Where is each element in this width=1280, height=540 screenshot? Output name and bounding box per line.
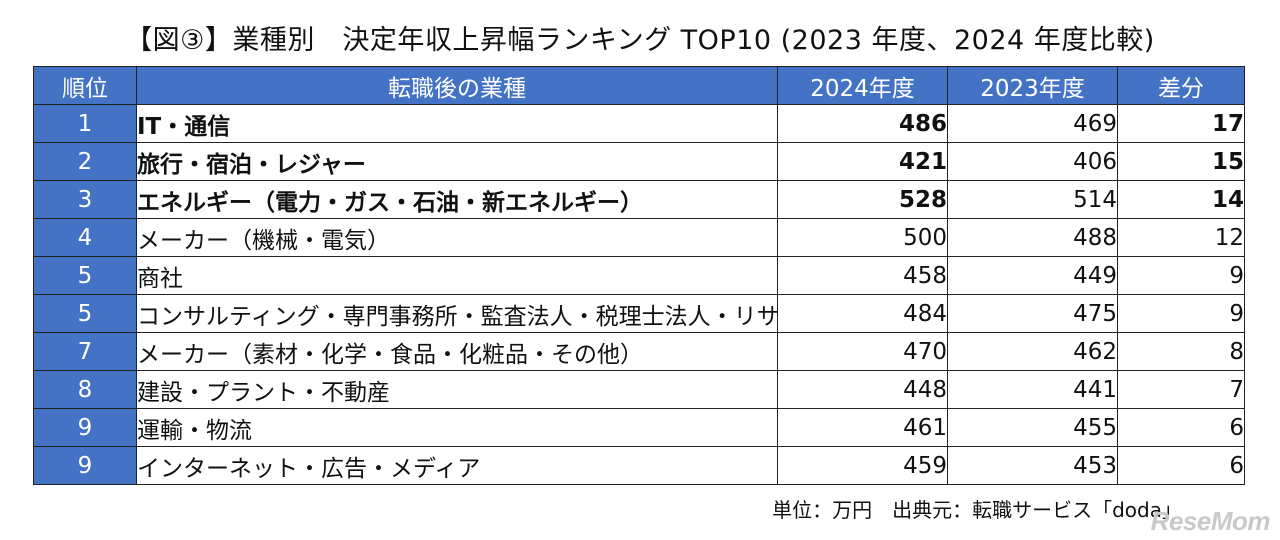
- diff-cell: 17: [1117, 104, 1245, 143]
- value-2023-cell: 455: [947, 408, 1118, 447]
- rank-cell: 5: [33, 256, 137, 295]
- rank-cell: 2: [33, 142, 137, 181]
- industry-cell: メーカー（素材・化学・食品・化粧品・その他）: [136, 332, 778, 371]
- value-2024-cell: 461: [777, 408, 948, 447]
- industry-cell: 商社: [136, 256, 778, 295]
- value-2023-cell: 453: [947, 446, 1118, 485]
- value-2023-cell: 469: [947, 104, 1118, 143]
- rank-cell: 9: [33, 446, 137, 485]
- rank-cell: 1: [33, 104, 137, 143]
- header-row: 順位 転職後の業種 2024年度 2023年度 差分: [33, 66, 1245, 105]
- ranking-table: 順位 転職後の業種 2024年度 2023年度 差分 1 IT・通信 486 4…: [33, 66, 1245, 485]
- value-2024-cell: 528: [777, 180, 948, 219]
- value-2023-cell: 462: [947, 332, 1118, 371]
- value-2023-cell: 449: [947, 256, 1118, 295]
- value-2023-cell: 488: [947, 218, 1118, 257]
- table-row: 2 旅行・宿泊・レジャー 421 406 15: [33, 142, 1245, 181]
- table-row: 9 運輸・物流 461 455 6: [33, 408, 1245, 447]
- table-row: 9 インターネット・広告・メディア 459 453 6: [33, 446, 1245, 485]
- diff-cell: 12: [1117, 218, 1245, 257]
- industry-cell: 建設・プラント・不動産: [136, 370, 778, 409]
- diff-cell: 6: [1117, 408, 1245, 447]
- table-row: 5 商社 458 449 9: [33, 256, 1245, 295]
- table-row: 3 エネルギー（電力・ガス・石油・新エネルギー） 528 514 14: [33, 180, 1245, 219]
- value-2024-cell: 500: [777, 218, 948, 257]
- value-2023-cell: 475: [947, 294, 1118, 333]
- table-row: 4 メーカー（機械・電気） 500 488 12: [33, 218, 1245, 257]
- header-2024: 2024年度: [777, 66, 948, 105]
- industry-cell: コンサルティング・専門事務所・監査法人・税理士法人・リサーチ: [136, 294, 778, 333]
- diff-cell: 14: [1117, 180, 1245, 219]
- value-2024-cell: 459: [777, 446, 948, 485]
- header-rank: 順位: [33, 66, 137, 105]
- value-2024-cell: 448: [777, 370, 948, 409]
- rank-cell: 3: [33, 180, 137, 219]
- diff-cell: 15: [1117, 142, 1245, 181]
- rank-cell: 5: [33, 294, 137, 333]
- industry-cell: インターネット・広告・メディア: [136, 446, 778, 485]
- value-2024-cell: 470: [777, 332, 948, 371]
- table-row: 7 メーカー（素材・化学・食品・化粧品・その他） 470 462 8: [33, 332, 1245, 371]
- industry-cell: メーカー（機械・電気）: [136, 218, 778, 257]
- rank-cell: 9: [33, 408, 137, 447]
- source-note: 単位：万円 出典元：転職サービス「doda」: [772, 498, 1182, 522]
- value-2024-cell: 421: [777, 142, 948, 181]
- industry-cell: 運輸・物流: [136, 408, 778, 447]
- rank-cell: 8: [33, 370, 137, 409]
- rank-cell: 7: [33, 332, 137, 371]
- header-industry: 転職後の業種: [136, 66, 778, 105]
- diff-cell: 9: [1117, 294, 1245, 333]
- industry-cell: エネルギー（電力・ガス・石油・新エネルギー）: [136, 180, 778, 219]
- header-diff: 差分: [1117, 66, 1245, 105]
- resemom-logo: ReseMom: [1150, 506, 1271, 536]
- value-2023-cell: 514: [947, 180, 1118, 219]
- value-2024-cell: 486: [777, 104, 948, 143]
- industry-cell: IT・通信: [136, 104, 778, 143]
- value-2024-cell: 484: [777, 294, 948, 333]
- header-2023: 2023年度: [947, 66, 1118, 105]
- value-2023-cell: 441: [947, 370, 1118, 409]
- table-row: 5 コンサルティング・専門事務所・監査法人・税理士法人・リサーチ 484 475…: [33, 294, 1245, 333]
- diff-cell: 9: [1117, 256, 1245, 295]
- table-row: 1 IT・通信 486 469 17: [33, 104, 1245, 143]
- diff-cell: 6: [1117, 446, 1245, 485]
- industry-cell: 旅行・宿泊・レジャー: [136, 142, 778, 181]
- rank-cell: 4: [33, 218, 137, 257]
- diff-cell: 7: [1117, 370, 1245, 409]
- page-title: 【図③】業種別 決定年収上昇幅ランキング TOP10 (2023 年度、2024…: [125, 25, 1155, 56]
- value-2023-cell: 406: [947, 142, 1118, 181]
- table-row: 8 建設・プラント・不動産 448 441 7: [33, 370, 1245, 409]
- value-2024-cell: 458: [777, 256, 948, 295]
- diff-cell: 8: [1117, 332, 1245, 371]
